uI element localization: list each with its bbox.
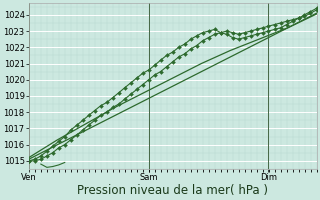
X-axis label: Pression niveau de la mer( hPa ): Pression niveau de la mer( hPa ) bbox=[77, 184, 268, 197]
